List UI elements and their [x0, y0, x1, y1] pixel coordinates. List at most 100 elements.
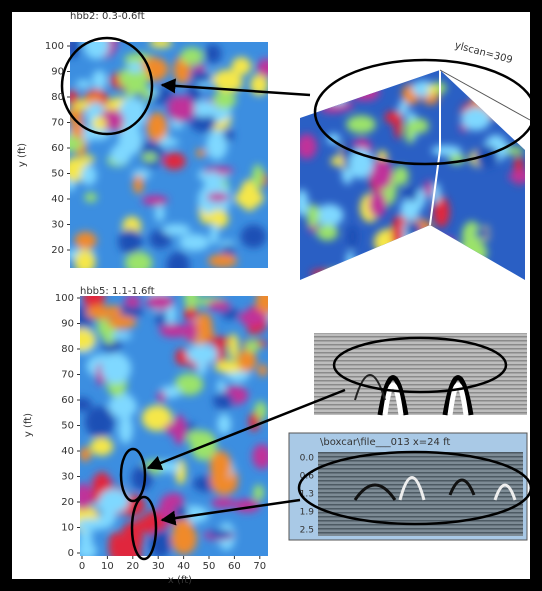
blob — [149, 232, 169, 243]
y-tick-label: 60 — [61, 395, 74, 406]
y-axis-label: y (ft) — [17, 143, 28, 167]
blob — [183, 307, 198, 320]
blob — [244, 340, 260, 353]
blob — [92, 69, 107, 90]
blob — [189, 100, 218, 117]
blob — [223, 128, 234, 142]
y-tick-label: 30 — [61, 472, 74, 483]
blob — [131, 465, 153, 491]
arrow — [146, 388, 346, 471]
x-tick-label: 20 — [126, 561, 139, 572]
blob — [204, 171, 222, 200]
blob — [228, 333, 239, 360]
blob — [209, 451, 232, 482]
blob — [132, 517, 159, 533]
blob — [252, 443, 268, 470]
blob — [213, 392, 234, 410]
highlight-ring — [297, 450, 533, 526]
blob — [206, 192, 230, 202]
blob — [214, 360, 245, 374]
blob — [127, 62, 144, 73]
x-axis-label: x (ft) — [168, 575, 192, 586]
blob — [124, 251, 153, 268]
blob — [326, 133, 341, 145]
depth-tick-label: 0.0 — [300, 454, 315, 464]
blob — [118, 393, 134, 417]
blob — [70, 135, 83, 152]
blob — [92, 116, 107, 131]
blob — [370, 158, 393, 190]
blob — [110, 143, 132, 165]
blob — [427, 84, 438, 95]
x-tick-label: 70 — [253, 561, 266, 572]
blob — [118, 66, 149, 90]
x-tick-label: 0 — [79, 561, 85, 572]
y-tick-label: 70 — [61, 370, 74, 381]
blob — [400, 197, 421, 221]
blob — [239, 309, 267, 326]
y-tick-label: 40 — [51, 194, 64, 205]
blob — [213, 90, 237, 109]
blob — [231, 57, 252, 76]
blob — [206, 300, 230, 311]
blob — [80, 542, 97, 556]
depth-tick-label: 2.5 — [300, 526, 314, 536]
blob — [393, 166, 409, 186]
blob — [186, 430, 207, 445]
blob — [172, 414, 186, 445]
y-tick-label: 100 — [45, 41, 64, 52]
radargram-reflections — [353, 476, 517, 501]
blob — [300, 133, 317, 160]
blob — [74, 250, 96, 268]
blob — [195, 149, 206, 158]
blob — [141, 195, 169, 206]
blob — [208, 209, 229, 229]
depth-tick-label: 1.3 — [300, 490, 314, 500]
y-tick-label: 10 — [61, 523, 74, 534]
y-tick-label: 50 — [51, 169, 64, 180]
blob — [171, 523, 197, 555]
blob — [256, 296, 268, 316]
blob — [70, 89, 79, 106]
x-tick-label: 10 — [101, 561, 114, 572]
blob — [300, 189, 309, 217]
radargram-title: \boxcar\file___013 x=24 ft — [320, 437, 450, 448]
blob — [146, 112, 168, 143]
blob — [195, 312, 213, 338]
blob — [84, 406, 115, 438]
radargram — [314, 333, 527, 415]
blob — [217, 379, 226, 394]
blob — [315, 204, 344, 227]
blob — [107, 315, 137, 330]
highlight-ring — [60, 36, 154, 136]
blob — [330, 156, 345, 166]
blob — [175, 348, 190, 366]
blob — [196, 350, 208, 376]
blob — [86, 305, 114, 320]
y-tick-label: 20 — [51, 245, 64, 256]
blob — [83, 94, 104, 105]
y-tick-label: 0 — [68, 548, 74, 559]
highlight-ring — [313, 58, 537, 166]
blob — [240, 224, 267, 249]
y-axis-label: y (ft) — [23, 413, 34, 437]
y-tick-label: 40 — [61, 446, 74, 457]
blob — [398, 100, 409, 116]
x-tick-label: 30 — [152, 561, 165, 572]
blob — [164, 423, 175, 435]
blob — [461, 107, 491, 131]
y-tick-label: 20 — [61, 497, 74, 508]
blob — [133, 175, 144, 194]
blob — [431, 145, 462, 156]
blob — [368, 191, 387, 218]
radargram-reflections — [354, 374, 474, 416]
blob — [80, 328, 96, 352]
blob — [409, 118, 429, 134]
blob — [159, 460, 180, 473]
blob — [84, 192, 97, 203]
blob — [237, 348, 257, 373]
blob — [257, 364, 268, 377]
blob — [80, 447, 91, 462]
blob — [178, 233, 210, 252]
blob — [220, 307, 241, 320]
